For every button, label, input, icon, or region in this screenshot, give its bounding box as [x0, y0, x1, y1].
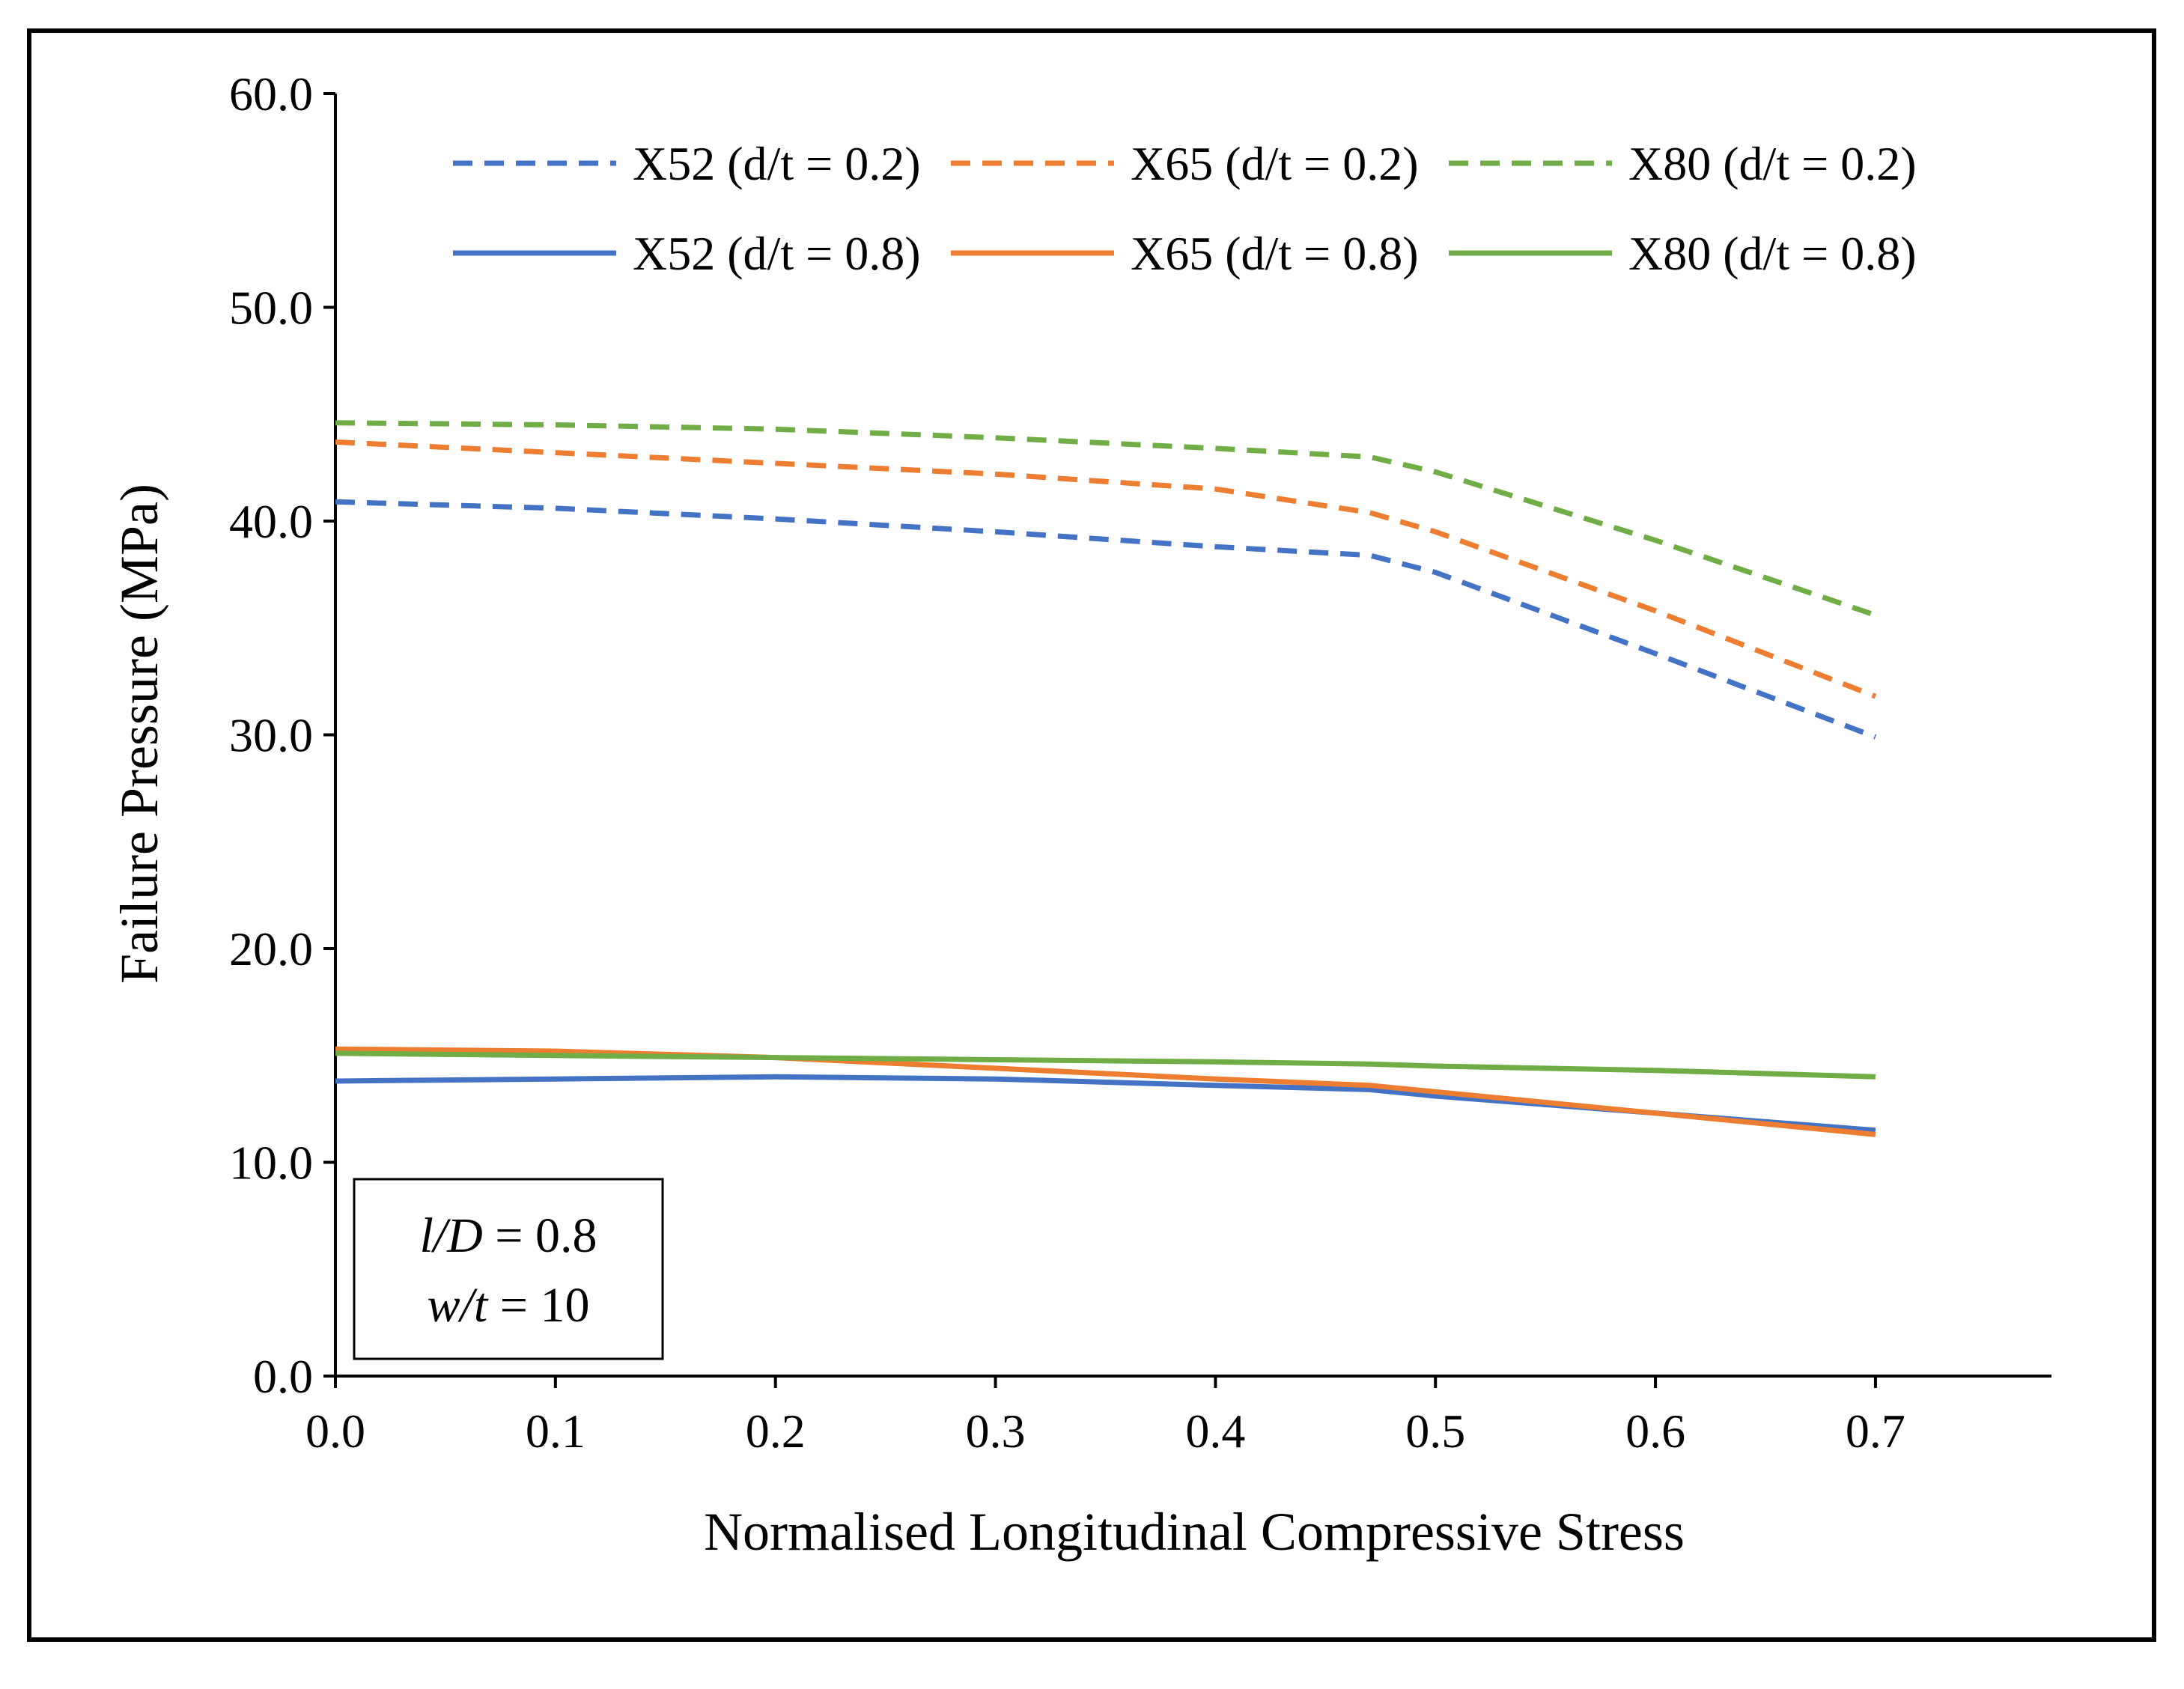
series-line-5: [335, 1046, 1876, 1137]
legend: X52 (d/t = 0.2) X65 (d/t = 0.2) X80 (d/t =…: [453, 137, 1917, 280]
legend-label-3: X80 (d/t = 0.2): [1628, 137, 1917, 190]
series-line-2: [335, 439, 1877, 699]
x-tick-label: 0.7: [1846, 1405, 1905, 1458]
y-tick-label: 10.0: [229, 1136, 313, 1190]
series-line-6: [335, 1050, 1876, 1080]
y-tick-label: 60.0: [229, 67, 313, 121]
series-line-4: [335, 1074, 1876, 1133]
x-tick-label: 0.0: [305, 1405, 365, 1458]
y-axis-ticks: 0.0 10.0 20.0 30.0 40.0 50.0 60.0: [229, 67, 335, 1403]
x-tick-label: 0.1: [526, 1405, 585, 1458]
x-axis-ticks: 0.0 0.1 0.2 0.3 0.4 0.5 0.6 0.7: [305, 1376, 1905, 1458]
y-tick-label: 50.0: [229, 282, 313, 335]
series-lines: [335, 420, 1877, 1137]
chart-frame: [27, 28, 2156, 1642]
legend-label-2: X65 (d/t = 0.2): [1131, 137, 1419, 190]
x-tick-label: 0.5: [1405, 1405, 1465, 1458]
x-tick-label: 0.4: [1185, 1405, 1245, 1458]
legend-label-4: X52 (d/t = 0.8): [633, 227, 921, 280]
legend-label-5: X65 (d/t = 0.8): [1131, 227, 1419, 280]
series-line-1: [335, 499, 1877, 740]
x-axis-title: Normalised Longitudinal Compressive Stre…: [704, 1502, 1685, 1562]
legend-label-1: X52 (d/t = 0.2): [633, 137, 921, 190]
x-tick-label: 0.6: [1625, 1405, 1685, 1458]
annotation-line-1: l/D = 0.8: [419, 1208, 597, 1263]
y-tick-label: 30.0: [229, 709, 313, 762]
legend-label-6: X80 (d/t = 0.8): [1628, 227, 1917, 280]
y-tick-label: 20.0: [229, 922, 313, 976]
y-axis-title: Failure Pressure (MPa): [109, 484, 169, 984]
y-tick-label: 0.0: [253, 1350, 313, 1403]
annotation-line-2: w/t = 10: [428, 1278, 590, 1333]
x-tick-label: 0.2: [746, 1405, 806, 1458]
x-tick-label: 0.3: [966, 1405, 1026, 1458]
series-line-3: [335, 420, 1877, 618]
annotation-box: l/D = 0.8 w/t = 10: [353, 1178, 664, 1360]
y-tick-label: 40.0: [229, 495, 313, 548]
